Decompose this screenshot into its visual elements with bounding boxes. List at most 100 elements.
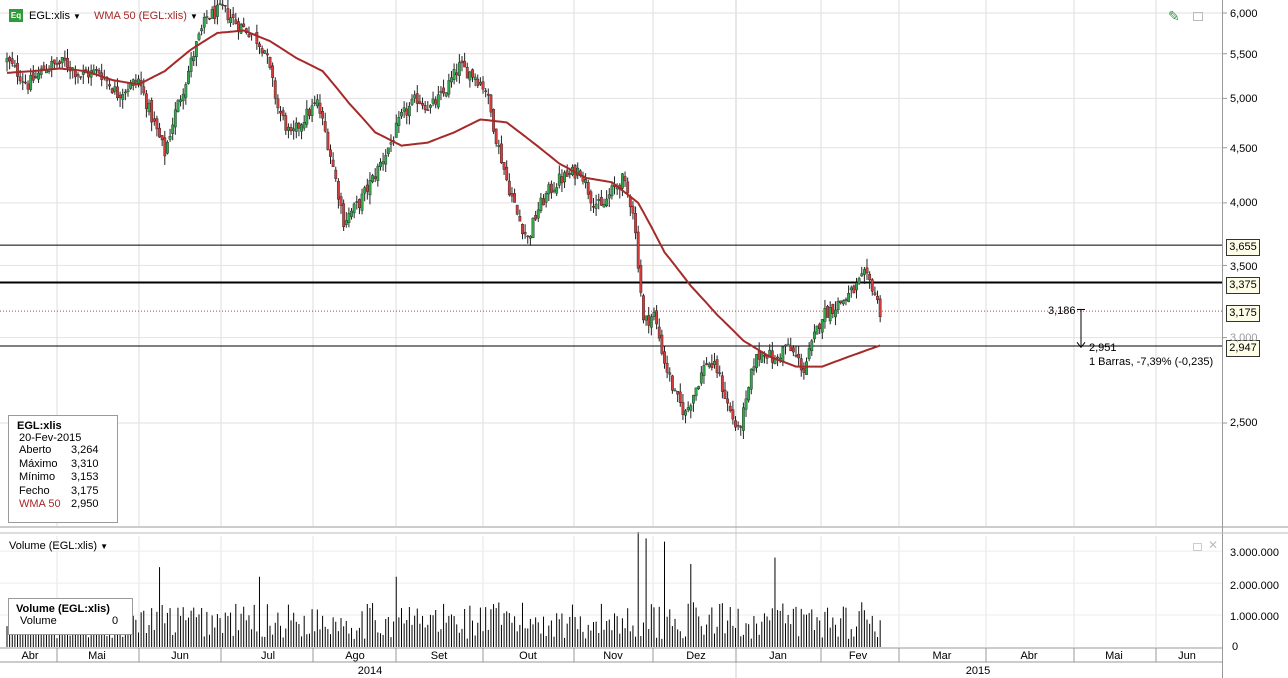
candle-body-down (297, 122, 301, 129)
candle-body-down (723, 389, 727, 399)
candle (126, 83, 130, 97)
candle (418, 94, 422, 105)
candle-body-down (486, 93, 490, 96)
pencil-icon[interactable]: ✎ (1168, 8, 1180, 24)
candle (116, 78, 119, 101)
volume-bars (6, 532, 881, 647)
x-tick-label: Ago (345, 650, 365, 662)
candle-body-up (781, 346, 785, 361)
candle-body-down (97, 69, 101, 74)
window-icon[interactable] (1193, 12, 1203, 21)
x-tick-label: Dez (686, 650, 706, 662)
candle-body-up (168, 136, 172, 140)
candle-body-down (265, 53, 269, 56)
candle-body-up (39, 68, 43, 75)
candle (452, 63, 456, 85)
candle-body-up (429, 104, 432, 108)
candle (226, 0, 230, 24)
candle-body-down (626, 181, 630, 194)
candle-body-up (81, 71, 85, 75)
candle (868, 271, 872, 289)
candle-body-down (510, 193, 514, 197)
candle (273, 77, 277, 105)
candle-body-down (24, 81, 27, 84)
symbol-selector[interactable]: EGL:xlis ▼ (29, 10, 81, 22)
candle (381, 152, 385, 171)
candle (315, 94, 319, 109)
candle (581, 171, 585, 185)
candle (292, 120, 296, 140)
close-icon[interactable]: ✕ (1208, 538, 1219, 552)
panel-window-icon[interactable] (1193, 543, 1202, 551)
candle (505, 160, 509, 182)
volume-panel-title: Volume (EGL:xlis) (9, 540, 98, 552)
candle (5, 52, 9, 72)
candlestick-series (5, 0, 882, 440)
candle-body-down (289, 126, 293, 132)
indicator-selector[interactable]: WMA 50 (EGL:xlis) ▼ (94, 10, 198, 22)
candle-body-up (742, 407, 745, 431)
candle-body-up (121, 93, 125, 100)
candle (202, 12, 206, 34)
candle-body-up (200, 28, 204, 32)
candle-body-up (5, 58, 9, 63)
candle (855, 277, 858, 299)
candle (507, 173, 511, 197)
candle (171, 117, 175, 141)
year-label: 2015 (965, 665, 991, 677)
eq-icon[interactable]: Eq (9, 9, 23, 22)
candle (513, 188, 516, 203)
candle (421, 97, 424, 110)
volume-box-title: Volume (EGL:xlis) (16, 603, 110, 615)
candle (129, 79, 133, 90)
candle-body-up (692, 394, 695, 404)
x-tick-label: Jun (171, 650, 189, 662)
candle-body-down (258, 43, 261, 48)
candle-body-down (500, 143, 503, 164)
candle (481, 76, 485, 94)
candle (784, 344, 787, 355)
candle-body-up (287, 126, 290, 131)
candle-body-down (852, 285, 856, 294)
caret-down-icon[interactable]: ▼ (100, 542, 109, 551)
candle (834, 301, 837, 326)
candle-body-up (315, 99, 319, 107)
candle-body-down (631, 205, 635, 214)
candle-body-up (689, 405, 693, 411)
candle (870, 278, 874, 296)
candle-body-down (31, 72, 35, 81)
candle (134, 74, 138, 89)
candle-body-down (636, 231, 640, 269)
candle (584, 173, 588, 189)
candle (544, 190, 548, 208)
candle-body-up (844, 299, 848, 301)
candle (429, 104, 432, 114)
candle-body-down (542, 198, 545, 206)
candle-body-up (834, 309, 837, 318)
candle-body-up (394, 122, 398, 138)
candle (502, 162, 506, 176)
candle (755, 354, 758, 373)
candle-body-down (718, 372, 722, 375)
info-row-close: Fecho 3,175 (19, 484, 99, 497)
candle (173, 102, 177, 135)
candle-body-down (518, 216, 522, 222)
candle (160, 135, 164, 147)
x-tick-label: Mai (1105, 650, 1123, 662)
candle-body-down (728, 405, 732, 411)
candle (726, 391, 730, 412)
caret-down-icon[interactable]: ▼ (189, 12, 198, 21)
candle-body-up (215, 4, 219, 17)
candle (342, 199, 346, 231)
candle-body-down (323, 121, 327, 132)
volume-panel-selector[interactable]: Volume (EGL:xlis) ▼ (9, 540, 108, 552)
candle (849, 285, 853, 298)
candle (402, 101, 406, 119)
candle-body-down (507, 180, 511, 196)
candle-body-down (873, 292, 877, 296)
candle (636, 225, 640, 273)
caret-down-icon[interactable]: ▼ (73, 12, 81, 21)
candle-body-up (605, 198, 609, 207)
candle (347, 207, 351, 228)
